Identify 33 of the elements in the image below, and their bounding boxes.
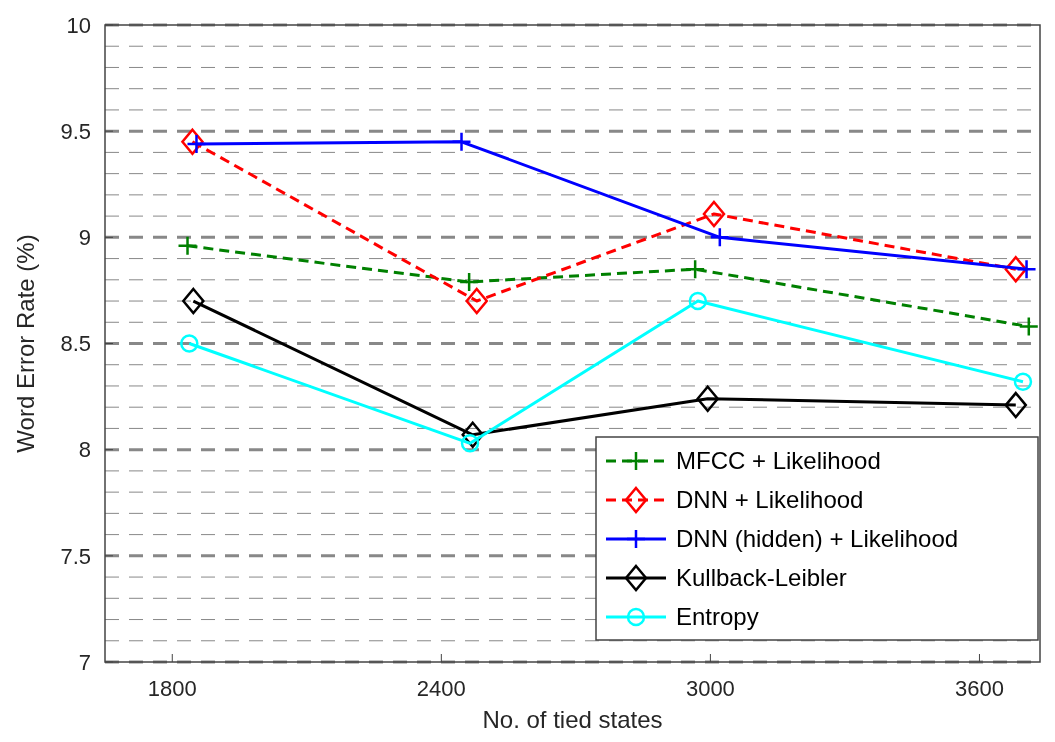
point — [182, 287, 205, 315]
legend-label: DNN + Likelihood — [676, 486, 864, 514]
y-tick-label: 9.5 — [60, 118, 91, 144]
point — [180, 334, 199, 353]
y-axis-title: Word Error Rate (%) — [12, 234, 39, 453]
x-tick-label: 3600 — [954, 676, 1004, 701]
y-tick-label: 8 — [78, 437, 91, 463]
y-tick-label: 7.5 — [60, 543, 91, 569]
point — [1018, 316, 1040, 337]
legend-label: Kullback-Leibler — [676, 564, 847, 592]
point — [1013, 372, 1033, 391]
point — [688, 291, 708, 311]
legend-label: MFCC + Likelihood — [676, 447, 881, 475]
legend-label: DNN (hidden) + Likelihood — [676, 525, 959, 553]
y-tick-label: 8.5 — [60, 331, 91, 357]
y-tick-label: 10 — [66, 12, 91, 38]
legend-label: Entropy — [676, 603, 759, 631]
x-tick-label: 3000 — [685, 676, 735, 701]
x-axis-title: No. of tied states — [482, 706, 663, 733]
point — [451, 131, 472, 153]
point — [1004, 391, 1028, 419]
x-tick-label: 1800 — [147, 676, 197, 701]
point — [684, 258, 706, 280]
y-tick-label: 9 — [78, 225, 91, 251]
y-tick-label: 7 — [78, 649, 91, 675]
point — [1016, 258, 1037, 280]
point — [696, 385, 719, 412]
point — [177, 235, 198, 257]
point — [702, 200, 726, 228]
x-tick-label: 2400 — [416, 676, 466, 701]
point — [465, 287, 489, 315]
point — [458, 271, 480, 293]
point — [709, 227, 731, 248]
